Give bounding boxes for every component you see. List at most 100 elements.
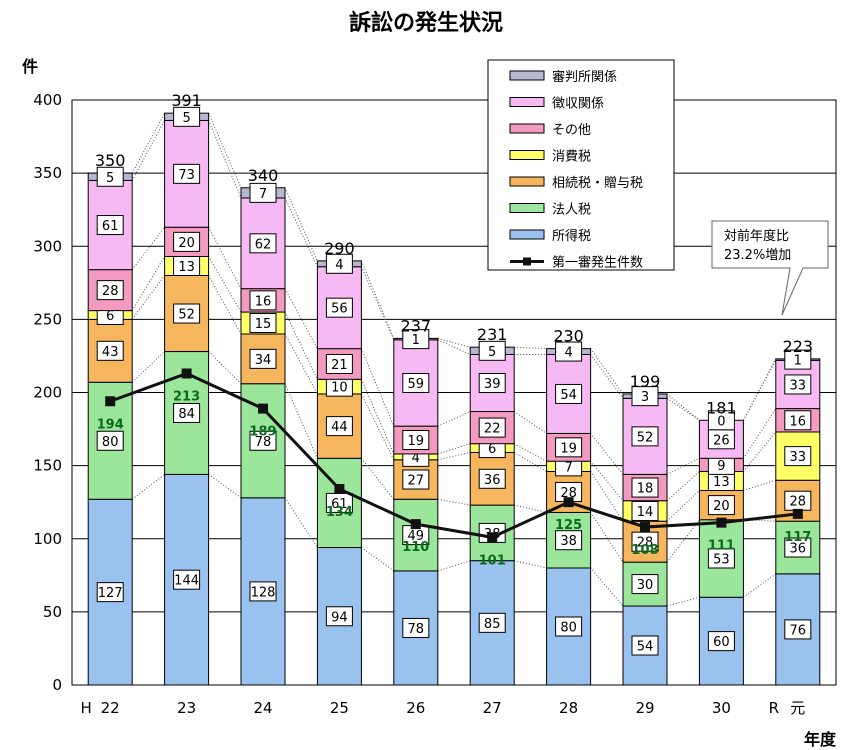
legend-label: 第一審発生件数 [552, 256, 643, 271]
bar-value-label: 78 [255, 435, 272, 450]
bar-value-label: 80 [560, 621, 577, 636]
legend-swatch [509, 70, 545, 81]
bar-value-box [96, 340, 124, 361]
connector-line [437, 337, 471, 348]
connector-line [590, 460, 624, 502]
line-point [563, 497, 574, 508]
bar-value-box [631, 635, 659, 656]
bar-value-box [631, 574, 659, 595]
bar-value-label: 6 [488, 442, 496, 457]
line-point [105, 396, 116, 407]
bar-value-box [784, 349, 812, 370]
bar-value-box [402, 430, 430, 451]
bar-value-box [249, 290, 277, 311]
bar-value-label: 127 [98, 586, 123, 601]
callout-line-1: 対前年度比 [724, 228, 789, 244]
bar-value-box [325, 297, 353, 318]
bar-value-label: 59 [408, 377, 425, 392]
bar-value-label: 52 [178, 308, 195, 323]
connector-line [284, 187, 318, 262]
connector-line [742, 360, 777, 421]
bar-total-label: 223 [783, 337, 814, 356]
line-point [792, 508, 803, 519]
bar-value-label: 16 [790, 414, 807, 429]
bar-value-box [325, 606, 353, 627]
connector-line [361, 458, 395, 500]
bar-total-label: 230 [553, 327, 584, 346]
connector-line [666, 457, 700, 475]
line-value-label: 125 [555, 518, 582, 533]
bar-value-box [631, 477, 659, 498]
bar-value-box [249, 182, 277, 203]
bar-value-label: 4 [335, 258, 343, 273]
line-value-label: 134 [326, 505, 353, 520]
line-point [640, 522, 650, 533]
bar-value-box [173, 163, 201, 184]
legend-label: その他 [552, 123, 591, 138]
bar-value-label: 16 [255, 294, 272, 309]
bar-total-label: 391 [171, 91, 202, 110]
bar-value-label: 7 [259, 187, 267, 202]
bar-segment [240, 333, 286, 385]
bar-value-box [249, 313, 277, 334]
bar-value-box [784, 374, 812, 395]
bar-value-label: 78 [408, 622, 425, 637]
bar-value-label: 15 [255, 317, 272, 332]
connector-line [131, 275, 166, 320]
bar-value-box [173, 303, 201, 324]
era-label-reiwa: R [769, 699, 779, 717]
connector-line [743, 573, 777, 598]
x-axis-ticks: 22 23 24 25 26 27 28 29 30 元 [101, 699, 806, 717]
bar-value-label: 20 [178, 236, 195, 251]
bar-total-label: 231 [477, 325, 508, 344]
bar-value-box [96, 215, 124, 236]
connector-line [208, 256, 242, 313]
legend-swatch [509, 203, 545, 213]
bar-value-box [96, 582, 124, 603]
connector-line [131, 112, 166, 174]
bar-value-box [707, 631, 735, 652]
bar-value-box [784, 410, 812, 431]
bar-value-label: 34 [255, 353, 272, 368]
bar-value-label: 61 [102, 219, 119, 234]
bar-value-label: 5 [106, 171, 114, 186]
bar-value-label: 53 [713, 552, 730, 567]
bar-value-label: 0 [717, 414, 725, 429]
bar-value-label: 43 [102, 345, 119, 360]
bar-value-box [631, 386, 659, 407]
x-tick-label: 30 [712, 699, 731, 717]
x-tick-label: 25 [330, 699, 349, 717]
line-point [487, 532, 498, 543]
bar-value-label: 28 [790, 495, 807, 510]
bar-value-label: 44 [331, 420, 348, 435]
x-axis-unit: 年度 [804, 730, 837, 749]
bar-value-box [478, 372, 506, 393]
y-tick-label: 200 [33, 384, 62, 402]
y-axis-ticks: 0 50 100 150 200 250 300 350 400 [33, 91, 62, 694]
x-tick-label: 26 [406, 699, 425, 717]
connector-line [743, 479, 776, 491]
bar-value-label: 10 [331, 381, 348, 396]
connector-line [666, 471, 700, 502]
bar-value-box [402, 329, 430, 350]
y-axis-unit: 件 [22, 57, 38, 76]
y-tick-label: 100 [33, 530, 62, 548]
connector-line [208, 275, 242, 335]
bar-value-label: 30 [637, 578, 654, 593]
connector-line [437, 498, 471, 506]
bar-value-label: 19 [560, 441, 577, 456]
connector-line [514, 346, 547, 350]
line-value-label: 111 [708, 539, 735, 554]
connector-line [513, 411, 547, 434]
bar-value-label: 56 [331, 302, 348, 317]
y-tick-label: 50 [43, 603, 62, 621]
connector-line [743, 519, 776, 522]
bar-value-label: 73 [178, 168, 195, 183]
line-point [258, 403, 268, 414]
line-value-label: 189 [249, 425, 276, 440]
x-tick-label: 24 [253, 699, 272, 717]
bar-value-box [173, 402, 201, 423]
line-value-label: 101 [479, 553, 506, 568]
